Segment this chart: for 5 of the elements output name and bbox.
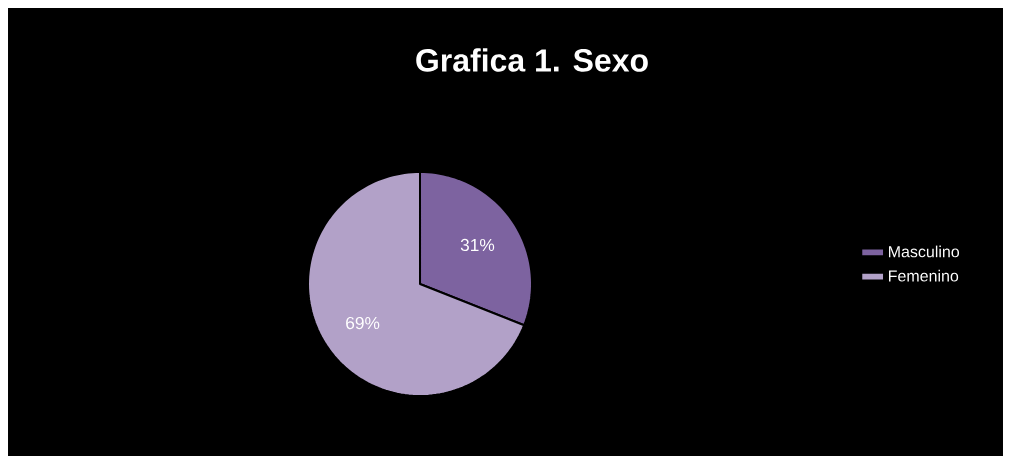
data-label: 69%	[346, 316, 380, 330]
legend-label: Masculino	[889, 245, 960, 258]
data-label: 31%	[460, 238, 495, 252]
chart-title: Grafica 1. Sexo	[416, 48, 648, 72]
legend-label: Femenino	[889, 269, 959, 282]
